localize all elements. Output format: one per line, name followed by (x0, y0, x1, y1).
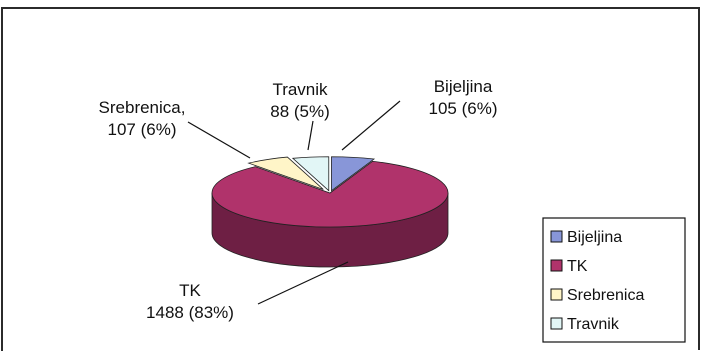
legend-swatch-tk (550, 259, 563, 272)
legend-label-tk: TK (567, 258, 588, 275)
leader-line-travnik (307, 120, 314, 151)
chart-frame (1, 7, 700, 351)
legend-swatch-bijeljina (550, 230, 563, 243)
data-label-srebrenica: Srebrenica, (99, 98, 186, 117)
data-label-bijeljina: 105 (6%) (429, 99, 498, 118)
leader-line-srebrenica (187, 121, 251, 159)
data-label-tk: TK (179, 281, 201, 300)
data-label-srebrenica: 107 (6%) (108, 120, 177, 139)
legend-swatch-travnik (550, 317, 563, 330)
leader-line-tk (257, 261, 349, 305)
pie-slice-srebrenica (247, 156, 324, 190)
pie-slice-bijeljina (331, 156, 376, 192)
data-label-bijeljina: Bijeljina (434, 77, 493, 96)
data-label-tk: 1488 (83%) (146, 303, 234, 322)
leader-line-bijeljina (341, 100, 401, 151)
legend (542, 217, 686, 343)
legend-label-travnik: Travnik (567, 316, 620, 333)
pie-slice-travnik (291, 156, 330, 192)
legend-swatch-srebrenica (550, 288, 563, 301)
data-label-travnik: 88 (5%) (270, 102, 330, 121)
pie-slice-tk (211, 160, 449, 228)
data-label-travnik: Travnik (272, 80, 328, 99)
legend-label-srebrenica: Srebrenica (567, 287, 644, 304)
legend-label-bijeljina: Bijeljina (567, 229, 622, 246)
